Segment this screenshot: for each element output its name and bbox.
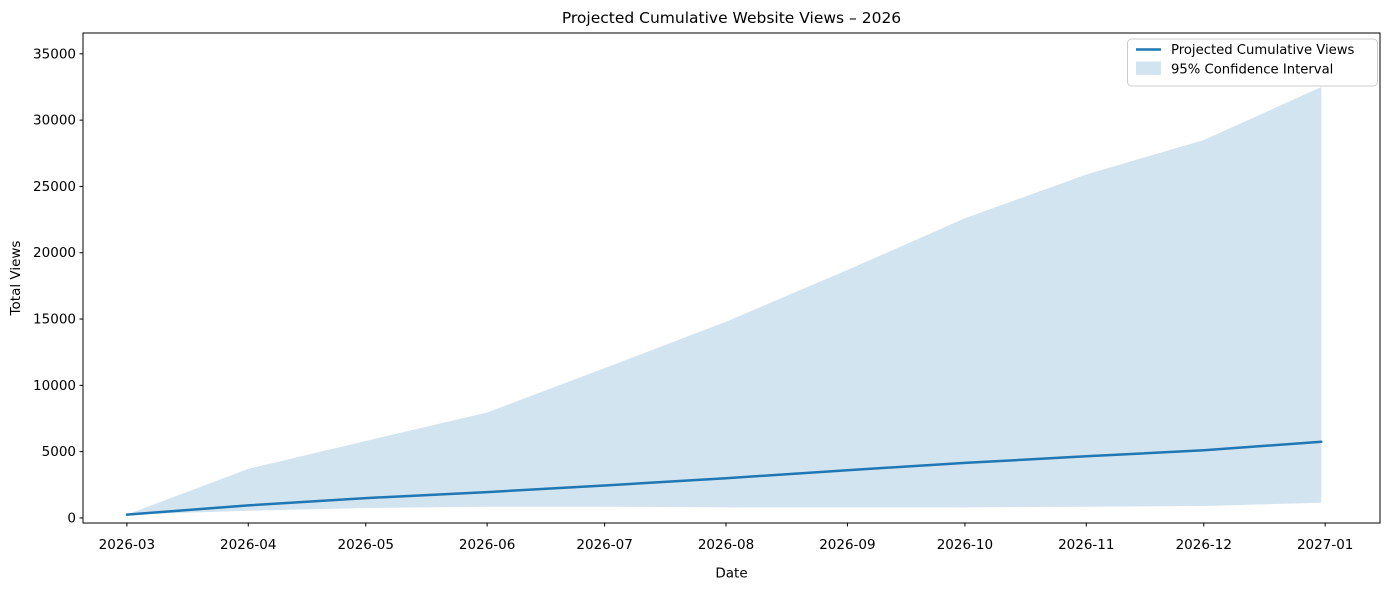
y-axis-label: Total Views: [8, 241, 24, 317]
x-tick-label: 2026-12: [1176, 537, 1232, 553]
confidence-band: [126, 87, 1322, 515]
x-axis-label: Date: [715, 566, 747, 582]
legend-label-ci: 95% Confidence Interval: [1171, 63, 1333, 78]
y-tick-label: 25000: [33, 179, 76, 195]
x-tick-label: 2026-05: [338, 537, 394, 553]
x-tick-label: 2027-01: [1297, 537, 1353, 553]
x-tick-label: 2026-10: [937, 537, 993, 553]
x-tick-label: 2026-07: [576, 537, 632, 553]
chart-title: Projected Cumulative Website Views – 202…: [562, 9, 901, 27]
y-tick-label: 20000: [33, 245, 76, 261]
legend-frame: [1127, 38, 1378, 87]
legend-label-projected: Projected Cumulative Views: [1171, 43, 1355, 58]
ticks-layer: 2026-03 2026-04 2026-05 2026-06 2026-07 2026-…: [33, 46, 1353, 553]
x-tick-label: 2026-04: [220, 537, 276, 553]
plot-border: [82, 32, 1381, 524]
y-tick-label: 30000: [33, 113, 76, 129]
y-tick-label: 0: [67, 510, 76, 526]
x-tick-label: 2026-08: [698, 537, 754, 553]
legend: Projected Cumulative Views 95% Confidenc…: [1127, 38, 1378, 87]
x-tick-label: 2026-11: [1058, 537, 1114, 553]
y-tick-label: 10000: [33, 378, 76, 394]
x-tick-label: 2026-06: [459, 537, 515, 553]
legend-patch-swatch: [1136, 61, 1161, 75]
series-layer: [125, 87, 1323, 516]
y-tick-label: 5000: [42, 444, 76, 460]
y-tick-label: 35000: [33, 46, 76, 62]
x-tick-label: 2026-09: [819, 537, 875, 553]
y-tick-label: 15000: [33, 312, 76, 328]
x-tick-label: 2026-03: [99, 537, 155, 553]
projected-line: [125, 440, 1323, 516]
